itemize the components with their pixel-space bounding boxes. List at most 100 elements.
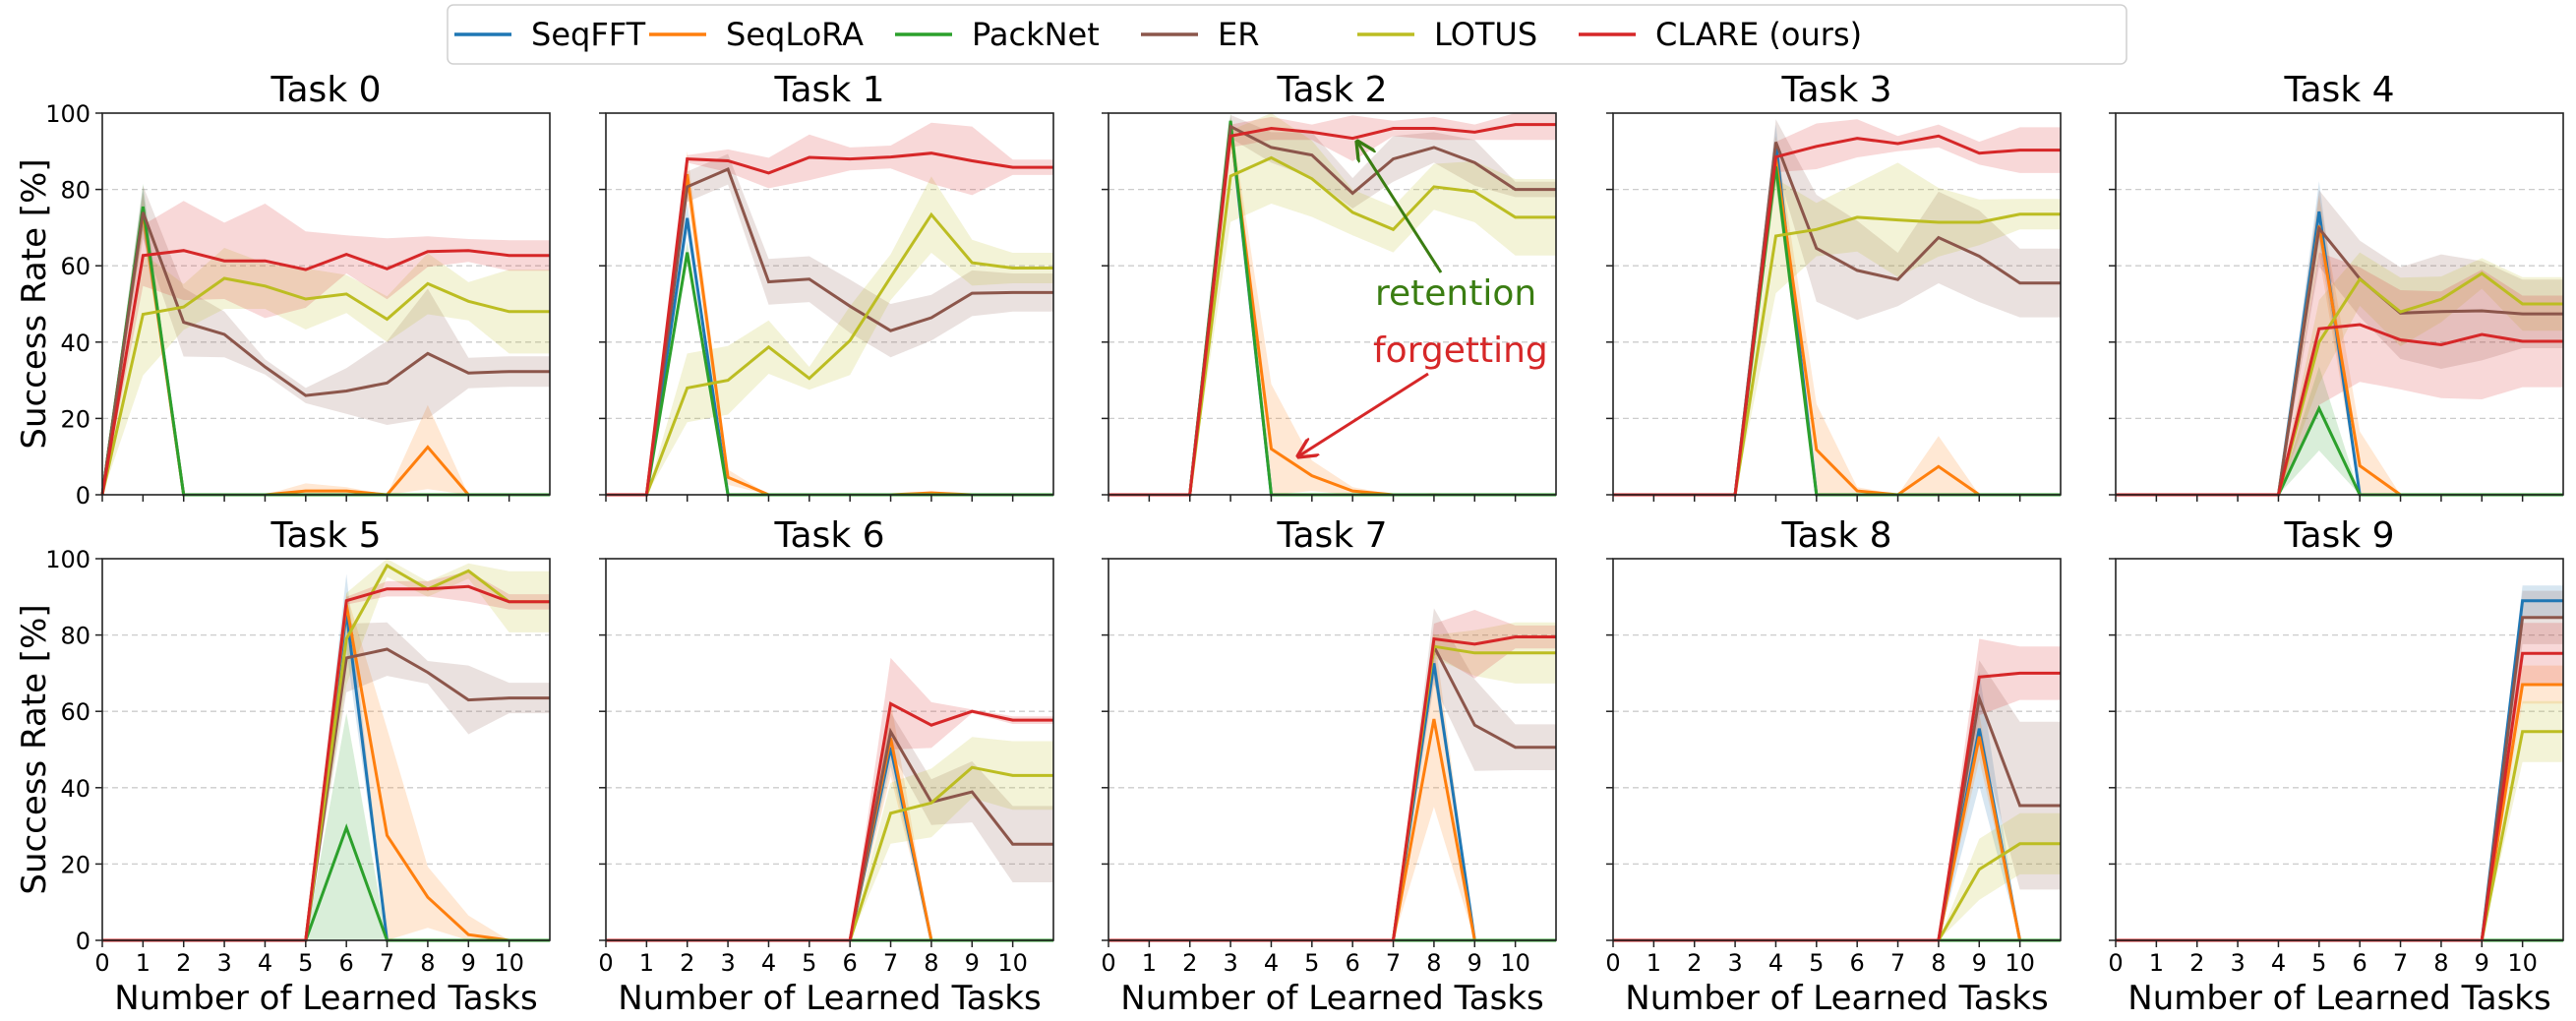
std-band-seqfft <box>1108 647 1556 940</box>
x-tick-label: 2 <box>680 949 694 977</box>
x-tick-label: 9 <box>965 949 980 977</box>
std-band-seqlora <box>1108 631 1556 940</box>
annotations: retention forgetting <box>1298 142 1548 456</box>
x-tick-label: 4 <box>2271 949 2286 977</box>
x-tick-label: 1 <box>1142 949 1157 977</box>
x-tick-label: 3 <box>216 949 231 977</box>
std-band-clare <box>1613 638 2061 940</box>
x-tick-label: 7 <box>1386 949 1401 977</box>
axes-frame <box>2115 558 2564 941</box>
series-line-er <box>2116 616 2563 942</box>
std-band-lotus <box>2116 252 2563 495</box>
x-tick-label: 9 <box>1972 949 1987 977</box>
std-band-er <box>1108 608 1556 940</box>
x-tick-label: 8 <box>924 949 938 977</box>
x-tick-label: 0 <box>2108 949 2123 977</box>
x-tick-label: 1 <box>2149 949 2164 977</box>
std-band-clare <box>2116 252 2563 495</box>
x-tick-label: 2 <box>1687 949 1702 977</box>
subplot-task-3: Task 3 <box>1606 70 2062 502</box>
std-band-lotus <box>1613 162 2061 495</box>
std-band-seqfft <box>102 573 550 940</box>
std-band-packnet <box>2116 366 2563 495</box>
forgetting-arrow <box>1298 372 1429 456</box>
legend-entry: CLARE (ours) <box>1579 16 1862 53</box>
x-tick-label: 1 <box>639 949 654 977</box>
y-tick-label: 0 <box>76 482 90 510</box>
x-tick-label: 8 <box>1931 949 1946 977</box>
subplot-title: Task 0 <box>270 70 381 110</box>
std-band-clare <box>102 571 550 940</box>
x-tick-label: 5 <box>1809 949 1824 977</box>
series-line-er <box>100 211 550 496</box>
std-band-lotus <box>606 176 1053 495</box>
x-tick-label: 8 <box>1426 949 1441 977</box>
subplot-title: Task 1 <box>773 70 884 110</box>
subplot-task-2: Task 2 <box>1102 70 1557 502</box>
legend-entry: LOTUS <box>1357 16 1537 53</box>
x-tick-label: 5 <box>2311 949 2326 977</box>
std-band-packnet <box>102 183 550 496</box>
y-tick-label: 20 <box>60 851 90 878</box>
retention-annotation: retention <box>1375 273 1536 314</box>
y-axis-label: Success Rate [%] <box>15 604 54 894</box>
x-tick-label: 3 <box>720 949 735 977</box>
std-band-lotus <box>102 248 550 495</box>
y-tick-label: 60 <box>60 698 90 726</box>
series-line-seqfft <box>2116 599 2563 942</box>
series-line-clare <box>2116 651 2563 942</box>
x-tick-label: 1 <box>136 949 150 977</box>
std-band-er <box>2116 190 2563 495</box>
x-axis-label: Number of Learned Tasks <box>618 979 1041 1018</box>
x-axis-label: Number of Learned Tasks <box>2127 979 2550 1018</box>
legend: SeqFFT SeqLoRA PackNet ER LOTUS CLARE (ours) <box>447 4 2127 65</box>
std-band-clare <box>606 122 1053 495</box>
std-band-seqlora <box>1613 136 2061 496</box>
x-tick-label: 10 <box>997 949 1028 977</box>
x-tick-label: 0 <box>94 949 109 977</box>
x-tick-label: 10 <box>494 949 524 977</box>
axes-frame <box>1108 112 1557 496</box>
x-tick-label: 10 <box>2005 949 2035 977</box>
x-tick-label: 0 <box>1605 949 1620 977</box>
x-tick-label: 8 <box>2433 949 2448 977</box>
x-tick-label: 4 <box>761 949 776 977</box>
subplot-task-0: Task 0 0 20 40 60 80 100 Success Rate [%] <box>15 70 551 510</box>
y-tick-label: 0 <box>76 928 90 955</box>
subplot-title: Task 9 <box>2283 515 2394 556</box>
legend-frame <box>447 4 2127 65</box>
std-band-clare <box>2116 623 2563 940</box>
std-band-clare <box>1613 119 2061 495</box>
x-tick-label: 0 <box>1101 949 1115 977</box>
std-band-lotus <box>1108 622 1556 940</box>
x-tick-label: 6 <box>843 949 858 977</box>
legend-label: CLARE (ours) <box>1655 16 1862 53</box>
axes-frame <box>1612 112 2062 496</box>
y-tick-label: 40 <box>60 775 90 803</box>
x-tick-label: 4 <box>1264 949 1279 977</box>
subplot-title: Task 4 <box>2283 70 2394 110</box>
x-tick-label: 5 <box>298 949 313 977</box>
series-line-lotus <box>1108 644 1556 942</box>
series-line-clare <box>1613 134 2061 497</box>
y-tick-label: 80 <box>60 623 90 650</box>
x-tick-label: 4 <box>258 949 272 977</box>
std-band-seqfft <box>2116 585 2563 940</box>
std-band-lotus <box>1613 812 2061 940</box>
legend-entry: SeqLoRA <box>649 16 864 53</box>
std-band-clare <box>1108 610 1556 940</box>
series-line-clare <box>100 249 550 496</box>
y-tick-label: 80 <box>60 177 90 205</box>
x-tick-label: 4 <box>1768 949 1783 977</box>
x-tick-label: 9 <box>461 949 476 977</box>
y-tick-label: 60 <box>60 253 90 280</box>
legend-entry: ER <box>1141 16 1259 53</box>
axes-frame <box>101 112 551 496</box>
y-tick-label: 100 <box>45 100 90 128</box>
subplot-task-4: Task 4 <box>2109 70 2564 502</box>
